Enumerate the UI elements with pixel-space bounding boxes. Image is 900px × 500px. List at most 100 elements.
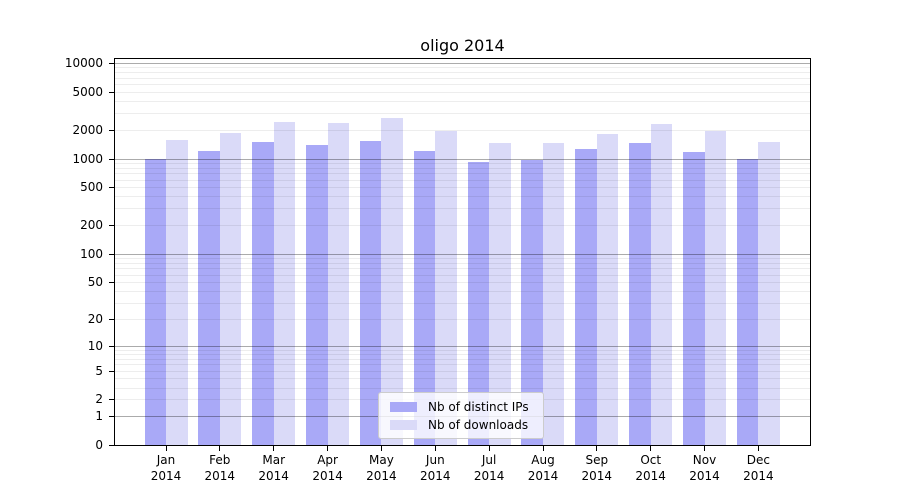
x-tick-mark xyxy=(542,446,544,451)
bar-downloads xyxy=(542,143,565,445)
bar-distinct-ips xyxy=(521,159,543,445)
y-tick-mark xyxy=(109,253,114,255)
grid-line-minor xyxy=(115,101,810,102)
y-tick-label: 2000 xyxy=(72,122,103,137)
bar-downloads xyxy=(758,141,780,445)
grid-line-minor xyxy=(115,179,810,181)
x-tick-label-oct: Oct 2014 xyxy=(635,453,666,483)
grid-line-minor xyxy=(115,67,810,69)
bar-downloads xyxy=(704,130,726,445)
chart-title: oligo 2014 xyxy=(420,36,505,55)
bar-distinct-ips xyxy=(413,151,436,445)
x-tick-mark xyxy=(273,446,275,451)
y-tick-mark xyxy=(109,129,114,131)
y-tick-label: 5000 xyxy=(72,84,103,99)
y-tick-label: 5 xyxy=(95,363,103,378)
grid-line-minor xyxy=(115,387,810,389)
x-tick-label-mar: Mar 2014 xyxy=(258,453,289,483)
bar-downloads xyxy=(219,132,242,445)
y-tick-label: 20 xyxy=(87,311,103,326)
x-tick-mark xyxy=(596,446,598,451)
y-tick-label: 0 xyxy=(95,438,103,452)
grid-line-major xyxy=(115,253,810,255)
x-tick-label-sep: Sep 2014 xyxy=(581,453,613,483)
legend-item-downloads: Nb of downloads xyxy=(387,416,535,434)
bar-downloads xyxy=(166,140,188,445)
bar-distinct-ips xyxy=(575,149,597,445)
grid-line-major xyxy=(115,158,810,160)
bar-distinct-ips xyxy=(629,142,651,445)
grid-line-minor xyxy=(115,318,810,320)
y-tick-label: 10000 xyxy=(64,56,103,70)
y-tick-mark xyxy=(109,225,114,226)
grid-line-minor xyxy=(115,225,810,226)
legend: Nb of distinct IPs Nb of downloads xyxy=(378,392,544,439)
grid-line-minor xyxy=(115,370,810,372)
x-tick-label-apr: Apr 2014 xyxy=(312,453,343,483)
y-tick-mark xyxy=(109,63,114,64)
grid-line-minor xyxy=(115,167,810,169)
x-tick-label-aug: Aug 2014 xyxy=(527,453,559,483)
bar-distinct-ips xyxy=(736,159,759,445)
x-tick-mark xyxy=(380,446,382,451)
bar-downloads xyxy=(596,133,619,445)
x-tick-mark xyxy=(434,446,436,451)
bar-downloads xyxy=(650,123,673,445)
bar-distinct-ips xyxy=(683,152,705,445)
bar-downloads xyxy=(327,123,350,445)
y-tick-mark xyxy=(109,445,114,446)
x-tick-label-jul: Jul 2014 xyxy=(473,453,505,483)
y-tick-label: 1000 xyxy=(72,151,103,166)
y-tick-label: 500 xyxy=(80,180,103,195)
y-tick-mark xyxy=(109,187,114,189)
y-tick-mark xyxy=(109,158,114,160)
y-tick-label: 50 xyxy=(87,274,103,289)
grid-line-minor xyxy=(115,77,810,79)
grid-line-minor xyxy=(115,358,810,360)
y-tick-mark xyxy=(109,281,114,283)
legend-swatch-distinct-ips xyxy=(390,401,417,412)
grid-line-minor xyxy=(115,257,810,259)
grid-line-major xyxy=(115,345,810,347)
bar-distinct-ips xyxy=(198,150,220,445)
x-tick-mark xyxy=(757,446,759,451)
bars-layer xyxy=(115,59,810,445)
grid-line-minor xyxy=(115,364,810,366)
grid-line-minor xyxy=(115,72,810,74)
bar-distinct-ips xyxy=(144,159,166,445)
y-tick-label: 100 xyxy=(80,246,103,261)
grid-line-minor xyxy=(115,187,810,189)
x-tick-label-dec: Dec 2014 xyxy=(743,453,774,483)
grid-line-minor xyxy=(115,291,810,292)
x-tick-mark xyxy=(327,446,329,451)
y-tick-label: 10 xyxy=(87,338,103,353)
x-tick-mark xyxy=(488,446,490,451)
bar-distinct-ips xyxy=(467,161,490,445)
grid-line-minor xyxy=(115,262,810,264)
bar-downloads xyxy=(435,130,457,445)
legend-label-downloads: Nb of downloads xyxy=(428,417,529,432)
grid-layer xyxy=(115,59,810,445)
plot-area xyxy=(114,58,811,446)
grid-line-minor xyxy=(115,84,810,86)
bar-downloads xyxy=(489,142,511,445)
grid-line-minor xyxy=(115,302,810,304)
y-tick-mark xyxy=(109,370,114,372)
x-tick-label-jan: Jan 2014 xyxy=(150,453,182,483)
x-tick-mark xyxy=(219,446,221,451)
grid-line-minor xyxy=(115,173,810,175)
legend-label-distinct-ips: Nb of distinct IPs xyxy=(428,399,529,414)
y-tick-label: 2 xyxy=(95,392,103,407)
grid-line-minor xyxy=(115,378,810,380)
x-tick-label-jun: Jun 2014 xyxy=(420,453,451,483)
bar-downloads xyxy=(381,118,403,445)
grid-line-minor xyxy=(115,162,810,164)
y-tick-mark xyxy=(109,91,114,93)
legend-swatch-downloads xyxy=(390,419,417,430)
y-tick-mark xyxy=(109,416,114,418)
grid-line-minor xyxy=(115,274,810,276)
bar-distinct-ips xyxy=(252,141,274,445)
grid-line-minor xyxy=(115,208,810,210)
x-tick-label-feb: Feb 2014 xyxy=(204,453,236,483)
